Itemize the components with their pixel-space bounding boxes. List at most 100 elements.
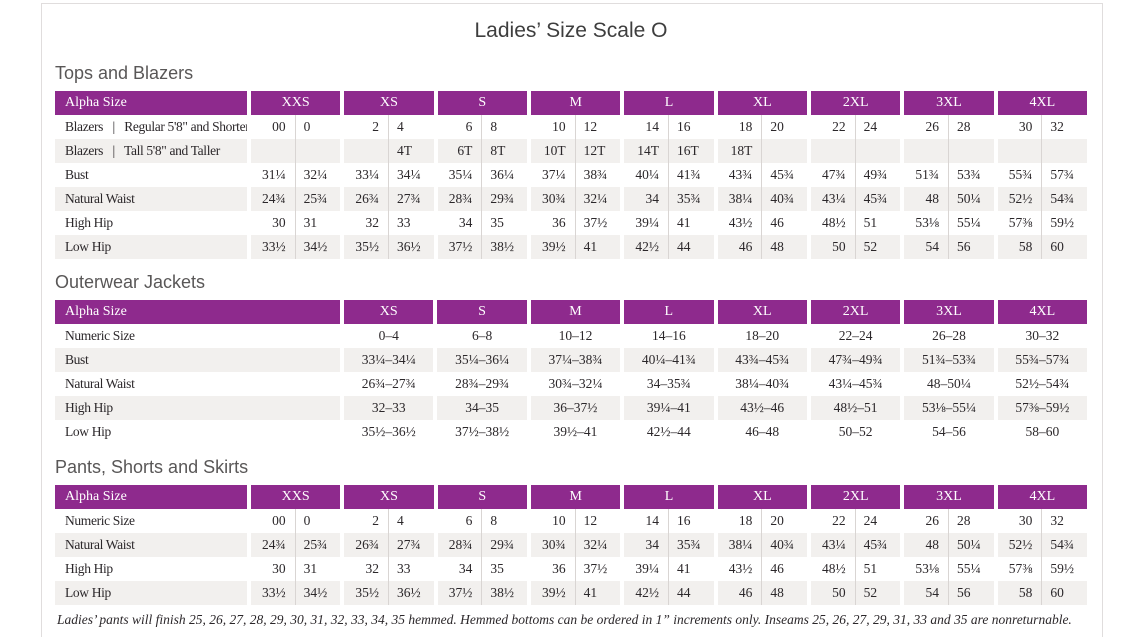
- cell-value: 56: [957, 239, 971, 254]
- cell-value: 40¾: [770, 191, 794, 206]
- table-cell: 43½–46: [717, 396, 807, 420]
- cell-value: 8: [490, 513, 498, 528]
- table-cell: 26 28: [904, 115, 993, 139]
- cell-value: 47¾: [811, 163, 856, 187]
- cell-value: 31¼: [251, 163, 296, 187]
- section-heading: Pants, Shorts and Skirts: [55, 457, 249, 477]
- table-row: High Hip 32–33 34–35 36–37½ 39¼–41 43½–46 48½–…: [55, 396, 1087, 420]
- cell-value: 45¾: [770, 167, 794, 182]
- cell-value: 31: [303, 561, 318, 576]
- table-row: Blazers | Regular 5'8" and Shorter 00 0 2 4 6…: [55, 115, 1087, 139]
- cell-value: 33: [397, 215, 411, 230]
- cell-value: [856, 139, 901, 163]
- cell-value: 44: [677, 239, 691, 254]
- cell-value: 59½: [1050, 215, 1074, 230]
- cell-value: 48: [904, 187, 949, 211]
- cell-value: 53⅛: [904, 211, 949, 235]
- table-cell: 26 28: [904, 509, 993, 533]
- table-cell: 52½–54¾: [1015, 376, 1070, 391]
- cell-value: 54: [904, 235, 949, 259]
- size-column-header: XL: [717, 91, 807, 115]
- table-cell: 33½ 34½: [251, 581, 341, 605]
- size-column-header: 2XL: [811, 485, 901, 509]
- table-cell: 54 56: [904, 581, 994, 605]
- table-header-row: Alpha Size XS S M L XL 2XL 3XL 4XL: [55, 300, 1087, 324]
- cell-value: 4: [397, 513, 404, 528]
- cell-value: 18: [718, 115, 763, 139]
- table-cell: 0–4: [378, 328, 399, 343]
- table-cell: 24¾ 25¾: [251, 533, 341, 557]
- table-cell: 46 48: [717, 235, 807, 259]
- cell-value: [949, 139, 994, 163]
- cell-value: 52: [863, 585, 878, 600]
- cell-value: 52: [863, 239, 878, 254]
- cell-value: 32¼: [303, 167, 328, 182]
- table-cell: 57⅜ 59½: [998, 557, 1087, 581]
- cell-value: 34: [624, 187, 669, 211]
- table-row: Numeric Size 0–4 6–8 10–12 14–16 18–20 22–24 26…: [55, 324, 1087, 348]
- cell-value: 58: [998, 581, 1043, 605]
- cell-value: 37¼: [531, 163, 576, 187]
- table-cell: 50 52: [811, 235, 901, 259]
- table-cell: 48½ 51: [811, 557, 900, 581]
- table-cell: 33½ 34½: [251, 235, 341, 259]
- cell-value: [811, 139, 856, 163]
- cell-value: 27¾: [397, 537, 421, 552]
- table-cell: 37¼–38¾: [530, 348, 621, 372]
- size-table: Alpha Size XXS XS S M L XL 2XL 3XL 4XL Blazers | R…: [55, 91, 1087, 259]
- table-row: Natural Waist 24¾ 25¾ 26¾ 27¾ 28¾ 29¾ 30¾ 32¼ 34 3…: [55, 187, 1087, 211]
- section-heading: Outerwear Jackets: [55, 272, 206, 292]
- table-row: Numeric Size 00 0 2 4 6 8 10 12 14 16 18 20 22 24 26 28 3…: [55, 509, 1087, 533]
- row-label: Low Hip: [55, 581, 247, 605]
- cell-value: 36: [531, 557, 576, 581]
- cell-value: [344, 139, 389, 163]
- cell-value: 48½: [811, 557, 856, 581]
- table-header-row: Alpha Size XXS XS S M L XL 2XL 3XL 4XL: [55, 91, 1087, 115]
- size-column-header: XXS: [251, 485, 341, 509]
- size-column-header: 2XL: [810, 300, 901, 324]
- table-cell: 28¾ 29¾: [437, 533, 527, 557]
- table-cell: 43¼ 45¾: [811, 533, 901, 557]
- table-cell: 43¾ 45¾: [718, 163, 807, 187]
- table-cell: 35¼ 36¼: [438, 163, 527, 187]
- cell-value: 22: [811, 115, 856, 139]
- row-label: Blazers | Tall 5'8" and Taller: [55, 139, 247, 163]
- table-cell: 18 20: [718, 509, 807, 533]
- cell-value: [251, 139, 296, 163]
- table-cell: 34 35¾: [624, 533, 714, 557]
- cell-value: 55¾: [998, 163, 1043, 187]
- table-cell: 6T 8T: [437, 139, 527, 163]
- cell-value: 35¾: [677, 537, 701, 552]
- size-column-header: XS: [344, 300, 434, 324]
- cell-value: 52½: [998, 533, 1043, 557]
- cell-value: 8T: [490, 143, 506, 158]
- table-cell: 33¼–34¼: [344, 348, 434, 372]
- cell-value: 54: [904, 581, 949, 605]
- size-column-header: S: [437, 91, 527, 115]
- table-cell: 28¾–29¾: [455, 376, 510, 391]
- cell-value: 30: [251, 557, 296, 581]
- table-cell: 42½ 44: [624, 581, 714, 605]
- table-cell: 48 50¼: [904, 533, 994, 557]
- size-column-header: S: [437, 485, 527, 509]
- cell-value: 12T: [583, 143, 606, 158]
- cell-value: 24: [863, 119, 878, 134]
- cell-value: 38¾: [583, 167, 608, 182]
- size-column-header: 4XL: [997, 91, 1087, 115]
- table-cell: 18–20: [745, 328, 780, 343]
- table-cell: 48–50¼: [927, 376, 971, 391]
- cell-value: 51: [863, 215, 878, 230]
- row-label: High Hip: [65, 561, 113, 576]
- cell-value: 34½: [303, 239, 328, 254]
- table-cell: 52½ 54¾: [997, 533, 1087, 557]
- table-cell: 54–56: [932, 424, 966, 439]
- cell-value: 00: [251, 115, 296, 139]
- table-cell: 22 24: [811, 509, 900, 533]
- cell-value: 26: [904, 509, 949, 533]
- row-label: Bust: [55, 348, 340, 372]
- table-cell: 42½ 44: [624, 235, 714, 259]
- cell-value: 51: [863, 561, 878, 576]
- cell-value: 18T: [718, 139, 763, 163]
- table-row: Low Hip 33½ 34½ 35½ 36½ 37½ 38½ 39½ 41 42½ 44 46 48 5…: [55, 235, 1087, 259]
- size-column-header: 3XL: [904, 485, 994, 509]
